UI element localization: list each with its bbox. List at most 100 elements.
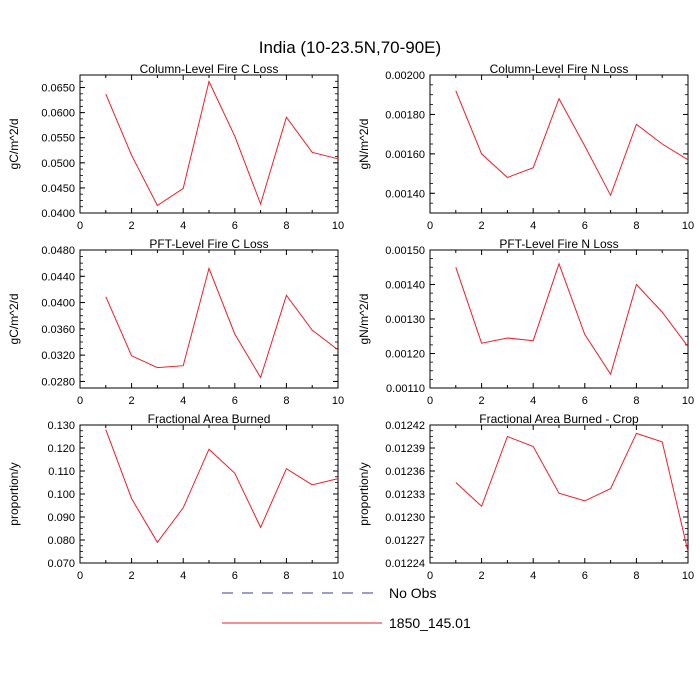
y-tick-label: 0.100 [47,489,75,501]
legend-label-no-obs: No Obs [389,585,436,601]
y-tick-label: 0.0450 [41,183,75,195]
y-tick-label: 0.110 [48,466,75,478]
x-tick-label: 4 [530,220,536,232]
legend-label-1850-145-01: 1850_145.01 [389,615,471,631]
y-tick-label: 0.130 [47,420,75,432]
panel-1: Column-Level Fire C Loss gC/m^2/d 0 2 4 6 8 10 0… [7,62,344,232]
panels: Column-Level Fire C Loss gC/m^2/d 0 2 4 6 8 10 0… [7,62,694,582]
series-line-1850-145-01 [455,90,689,197]
legend: No Obs 1850_145.01 [222,585,471,631]
x-tick-label: 8 [633,570,639,582]
y-tick-label: 0.0320 [41,350,75,362]
x-tick-label: 0 [77,220,83,232]
x-tick-label: 6 [232,395,238,407]
y-tick-label: 0.0400 [41,208,75,220]
series-line-1850-145-01 [105,266,339,379]
y-tick-label: 0.0400 [41,298,75,310]
y-tick-label: 0.00120 [385,349,425,361]
y-tick-label: 0.0600 [41,108,75,120]
x-tick-label: 4 [180,570,186,582]
x-tick-label: 10 [332,395,344,407]
y-tick-label: 0.0650 [41,83,75,95]
y-tick-label: 0.01239 [385,443,425,455]
y-tick-label: 0.0500 [41,158,75,170]
y-tick-label: 0.120 [47,443,75,455]
x-tick-label: 2 [479,220,485,232]
y-tick-label: 0.01236 [385,466,425,478]
figure-title: India (10-23.5N,70-90E) [259,38,441,57]
y-tick-label: 0.070 [47,558,75,570]
x-tick-label: 6 [582,395,588,407]
panel-4: PFT-Level Fire N Loss gN/m^2/d 0 2 4 6 8 10 0.00… [357,237,694,407]
y-tick-label: 0.080 [47,535,75,547]
y-tick-label: 0.0550 [41,133,75,145]
panel-title: PFT-Level Fire C Loss [149,237,268,251]
y-tick-label: 0.01242 [385,420,425,432]
x-tick-label: 10 [682,220,694,232]
x-tick-label: 2 [129,395,135,407]
x-tick-label: 2 [129,570,135,582]
x-tick-label: 8 [633,395,639,407]
x-tick-label: 8 [633,220,639,232]
plot-frame [429,249,689,389]
x-tick-label: 2 [479,570,485,582]
panel-6: Fractional Area Burned - Crop proportion/… [357,412,694,582]
x-tick-label: 10 [332,570,344,582]
y-tick-label: 0.00140 [385,188,425,200]
x-tick-label: 4 [180,395,186,407]
x-tick-label: 0 [427,395,433,407]
x-tick-label: 6 [232,570,238,582]
x-tick-label: 10 [332,220,344,232]
y-tick-label: 0.090 [47,512,75,524]
y-tick-label: 0.01230 [385,512,425,524]
panel-5: Fractional Area Burned proportion/y 0 2 4 6 8 1… [7,412,344,582]
y-tick-label: 0.00130 [385,314,425,326]
panel-title: Column-Level Fire C Loss [140,62,279,76]
series-line-1850-145-01 [455,432,689,552]
x-tick-label: 6 [582,220,588,232]
series-line-1850-145-01 [105,80,339,207]
y-tick-label: 0.0440 [41,271,75,283]
panel-3: PFT-Level Fire C Loss gC/m^2/d 0 2 4 6 8 10 0.02… [7,237,344,407]
x-tick-label: 8 [283,395,289,407]
y-tick-label: 0.0480 [41,245,75,257]
x-tick-label: 10 [682,395,694,407]
x-tick-label: 0 [77,395,83,407]
y-axis-label: gC/m^2/d [7,294,21,345]
x-tick-label: 0 [427,220,433,232]
y-tick-label: 0.01227 [385,535,425,547]
y-tick-label: 0.00200 [385,70,425,82]
plot-frame [79,424,339,564]
x-tick-label: 6 [582,570,588,582]
panel-title: Column-Level Fire N Loss [490,62,629,76]
plot-frame [79,74,339,214]
series-line-1850-145-01 [455,262,689,376]
y-axis-label: proportion/y [7,462,21,525]
x-tick-label: 8 [283,220,289,232]
panel-title: Fractional Area Burned [148,412,271,426]
x-tick-label: 2 [479,395,485,407]
y-tick-label: 0.01233 [385,489,425,501]
x-tick-label: 4 [530,570,536,582]
y-axis-label: gN/m^2/d [357,294,371,345]
plot-frame [79,249,339,389]
series-line-1850-145-01 [105,429,339,544]
y-tick-label: 0.00160 [385,149,425,161]
x-tick-label: 0 [77,570,83,582]
x-tick-label: 2 [129,220,135,232]
panel-title: Fractional Area Burned - Crop [479,412,639,426]
y-tick-label: 0.00140 [385,280,425,292]
y-tick-label: 0.00110 [386,383,425,395]
y-tick-label: 0.00180 [385,109,425,121]
x-tick-label: 6 [232,220,238,232]
plot-frame [429,74,689,214]
y-tick-label: 0.00150 [385,245,425,257]
panel-2: Column-Level Fire N Loss gN/m^2/d 0 2 4 6 8 10 0… [357,62,694,232]
y-axis-label: proportion/y [357,462,371,525]
x-tick-label: 0 [427,570,433,582]
x-tick-label: 10 [682,570,694,582]
y-axis-label: gC/m^2/d [7,119,21,170]
y-axis-label: gN/m^2/d [357,119,371,170]
y-tick-label: 0.0360 [41,324,75,336]
